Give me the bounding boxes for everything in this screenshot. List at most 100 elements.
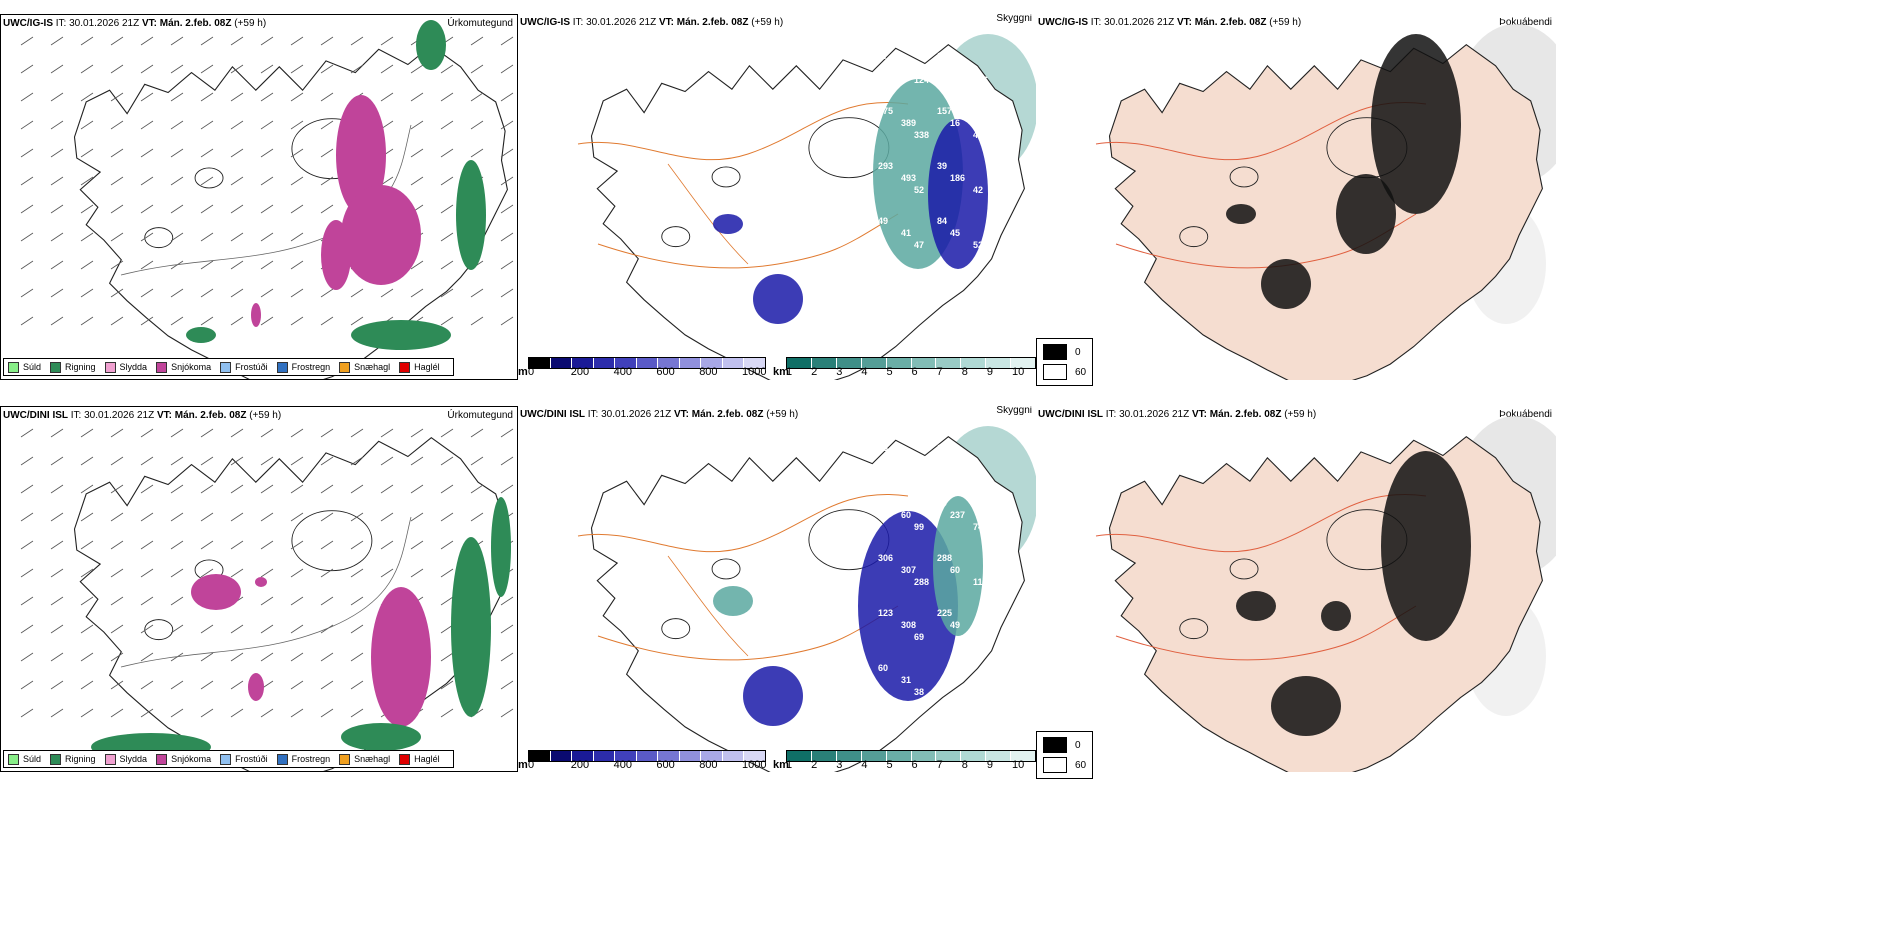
legend-item: Frostregn [276,753,330,765]
visibility-value-label: 60 [950,565,960,575]
colorbar-segment [744,751,766,761]
legend-label: Frostregn [291,362,331,372]
glacier-outline [194,167,224,189]
height-colorbar [528,357,766,369]
wind-barb [440,260,454,270]
visibility-panel-ig: UWC/IG-IS IT: 30.01.2026 21Z VT: Mán. 2.… [518,14,1036,380]
wind-barb [170,568,184,578]
wind-barb [380,36,394,46]
wind-barb [290,456,304,466]
wind-barb [170,92,184,102]
visibility-value-label: 97 [878,51,888,61]
init-time: 30.01.2026 21Z [1119,409,1190,420]
wind-barb [500,260,514,270]
fog-key-white: 60 [1043,757,1086,773]
wind-barb [440,120,454,130]
wind-barb [200,204,214,214]
wind-barb [440,456,454,466]
wind-barb [290,316,304,326]
colorbar-tick: 1000 [742,759,767,771]
wind-barb [290,540,304,550]
low-visibility-area [858,511,958,701]
colorbar-tick: 2 [811,366,818,378]
init-label: IT: [55,18,67,29]
snowfall-area [248,673,264,701]
wind-barb [230,232,244,242]
wind-barb [470,456,484,466]
wind-barb [470,512,484,522]
visibility-value-label: 39 [937,161,947,171]
visibility-value-label: 74 [973,522,983,532]
wind-barb [50,92,64,102]
wind-barb [290,652,304,662]
wind-barb [80,568,94,578]
wind-barb [320,92,334,102]
wind-barb [80,456,94,466]
wind-barb [200,624,214,634]
wind-barb [80,652,94,662]
rain-area [456,160,486,270]
wind-barb [500,36,514,46]
colorbar-segment [593,358,616,368]
wind-barb [440,540,454,550]
wind-barb [140,540,154,550]
lead-time: (+59 h) [1284,409,1317,420]
wind-barb [470,92,484,102]
visibility-value-label: 52 [914,185,924,195]
glacier-outline [1229,166,1259,188]
wind-barb [500,596,514,606]
legend-swatch [104,753,116,765]
fog-area [1236,591,1276,621]
legend-swatch [399,753,411,765]
init-time: 30.01.2026 21Z [601,409,672,420]
wind-barb [440,568,454,578]
wind-barb [320,568,334,578]
colorbar-segment [529,751,551,761]
wind-barb [80,288,94,298]
visibility-value-label: 338 [914,130,929,140]
wind-barb [200,92,214,102]
wind-barb [380,456,394,466]
wind-barb [350,708,364,718]
height-unit: m [518,759,528,771]
wind-barb [260,36,274,46]
panel-header: UWC/IG-IS IT: 30.01.2026 21Z VT: Mán. 2.… [1038,16,1552,30]
wind-barb [50,680,64,690]
wind-barb [20,120,34,130]
wind-barb [50,64,64,74]
fog-index-map [1095,416,1556,772]
wind-barb [140,316,154,326]
wind-barb [440,176,454,186]
colorbar-tick: 8 [961,366,968,378]
visibility-value-label: 113 [973,577,988,587]
legend-swatch [339,361,351,373]
wind-barb [170,428,184,438]
fog-area [1336,174,1396,254]
wind-barb [500,148,514,158]
wind-barb [50,540,64,550]
wind-barb [320,540,334,550]
wind-barb [140,652,154,662]
wind-barb [200,36,214,46]
visibility-value-label: 467 [973,130,988,140]
wind-barb [440,596,454,606]
colorbar-tick: 0 [528,366,535,378]
wind-barb [20,428,34,438]
visibility-value-label: 69 [914,632,924,642]
precip-type-panel-ig: UWC/IG-IS IT: 30.01.2026 21Z VT: Mán. 2.… [0,14,518,380]
wind-barb [320,120,334,130]
wind-barb [140,288,154,298]
wind-barb [350,456,364,466]
wind-barb [50,708,64,718]
valid-time: Mán. 2.feb. 08Z [1209,409,1282,420]
wind-barb [50,316,64,326]
wind-barb [410,288,424,298]
visibility-unit: km [773,759,789,771]
wind-barb [290,232,304,242]
wind-barb [350,36,364,46]
wind-barb [110,64,124,74]
wind-barb [470,288,484,298]
wind-barb [440,148,454,158]
wind-barb [140,708,154,718]
wind-barb [80,232,94,242]
